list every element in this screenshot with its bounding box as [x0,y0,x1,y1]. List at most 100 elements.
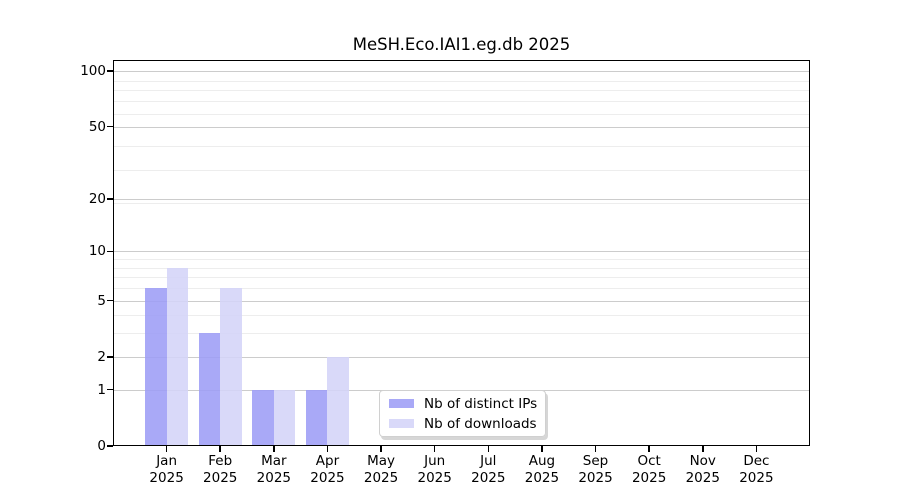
major-gridline [113,71,810,73]
x-tick-mark [380,446,382,452]
x-tick-label: May 2025 [349,453,413,487]
y-tick-label: 0 [97,438,106,454]
legend-item-distinct-ips: Nb of distinct IPs [389,395,538,413]
x-tick-label: Sep 2025 [564,453,628,487]
x-tick-month: Jan [156,453,178,469]
x-tick-year: 2025 [203,470,238,486]
y-tick-mark [106,356,113,358]
x-tick-mark [273,446,275,452]
x-tick-month: Oct [637,453,661,469]
x-tick-month: Dec [743,453,770,469]
y-tick-mark [106,445,113,447]
x-tick-mark [702,446,704,452]
x-tick-month: Mar [261,453,287,469]
x-tick-mark [541,446,543,452]
y-tick-label: 50 [88,118,106,135]
bar-nb-of-distinct-ips-apr [305,389,328,446]
x-tick-year: 2025 [631,470,667,486]
minor-gridline [113,259,810,261]
bar-nb-of-downloads-apr [327,356,350,446]
x-tick-year: 2025 [417,470,452,486]
plot-area [113,60,810,446]
x-tick-label: Oct 2025 [617,453,681,487]
minor-gridline [113,169,810,171]
legend-label-downloads: Nb of downloads [424,415,537,432]
minor-gridline [113,101,810,102]
x-tick-mark [487,446,490,452]
major-gridline [113,356,810,358]
minor-gridline [113,267,810,269]
y-tick-mark [106,70,113,72]
x-tick-mark [755,446,758,452]
x-tick-label: Dec 2025 [724,453,788,487]
x-tick-year: 2025 [578,470,613,486]
x-tick-mark [326,446,329,452]
y-tick-label: 10 [88,243,106,260]
x-tick-month: Jun [424,453,446,469]
bar-nb-of-distinct-ips-feb [198,333,221,446]
bar-nb-of-downloads-jan [166,267,189,446]
x-tick-month: Feb [208,453,233,469]
y-tick-mark [106,250,113,253]
major-gridline [113,198,810,200]
x-tick-year: 2025 [310,470,345,486]
x-tick-month: Sep [582,453,609,469]
x-tick-label: Mar 2025 [242,453,306,487]
x-tick-year: 2025 [739,470,774,486]
chart-title: MeSH.Eco.IAI1.eg.db 2025 [352,35,571,54]
x-tick-mark [219,446,221,452]
x-tick-month: Apr [315,453,340,469]
x-tick-year: 2025 [685,470,720,486]
minor-gridline [113,333,810,335]
minor-gridline [113,277,810,279]
y-tick-mark [106,125,113,128]
y-tick-mark [106,388,113,391]
minor-gridline [113,146,810,148]
bar-nb-of-distinct-ips-mar [252,389,274,446]
x-tick-label: Nov 2025 [671,453,735,487]
major-gridline [113,251,810,253]
legend-swatch-downloads-icon [389,418,414,429]
x-tick-year: 2025 [363,470,399,486]
y-tick-mark [106,198,113,200]
y-tick-label: 20 [88,190,106,207]
bar-nb-of-downloads-mar [273,389,296,446]
y-tick-label: 1 [97,381,106,398]
x-tick-label: Jul 2025 [456,453,520,487]
bar-nb-of-distinct-ips-jan [145,287,167,446]
x-tick-year: 2025 [471,470,506,486]
x-tick-year: 2025 [524,470,560,486]
legend-item-downloads: Nb of downloads [389,415,537,433]
x-tick-year: 2025 [256,470,292,486]
legend-label-distinct-ips: Nb of distinct IPs [424,395,538,412]
x-tick-month: May [367,453,396,469]
x-tick-label: Jan 2025 [135,453,199,487]
x-tick-month: Jul [480,453,497,469]
legend: Nb of distinct IPs Nb of downloads [379,390,546,437]
bar-nb-of-downloads-feb [220,287,242,446]
x-tick-mark [165,446,168,452]
x-tick-mark [433,446,436,452]
y-tick-label: 100 [80,63,106,80]
minor-gridline [113,287,810,289]
x-tick-label: Jun 2025 [403,453,467,487]
minor-gridline [113,80,810,82]
minor-gridline [113,315,810,317]
y-tick-label: 2 [97,348,106,365]
minor-gridline [113,90,810,92]
x-tick-label: Aug 2025 [510,453,574,487]
x-tick-mark [648,446,650,452]
legend-swatch-distinct-ips-icon [389,398,414,409]
x-tick-year: 2025 [149,470,184,486]
major-gridline [113,300,810,302]
y-tick-mark [106,299,113,302]
minor-gridline [113,113,810,115]
x-tick-label: Apr 2025 [295,453,359,487]
x-tick-month: Nov [689,453,716,469]
major-gridline [113,126,810,128]
y-tick-label: 5 [97,292,106,309]
x-tick-month: Aug [528,453,556,469]
minor-gridline [113,202,810,204]
x-tick-label: Feb 2025 [188,453,252,487]
